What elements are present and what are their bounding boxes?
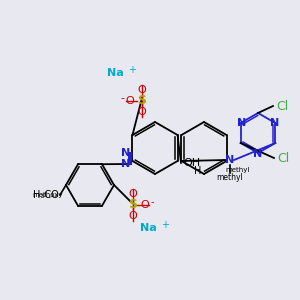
Text: Cl: Cl [277,152,289,164]
Text: Na: Na [140,223,156,233]
Text: methyl: methyl [217,173,243,182]
Text: methoxy: methoxy [33,192,63,198]
Text: O: O [126,96,134,106]
Text: O: O [129,189,137,199]
Text: H: H [194,166,202,176]
Text: N: N [225,155,235,165]
Text: N: N [254,149,262,159]
Text: N: N [122,148,130,158]
Text: O: O [129,211,137,221]
Text: Cl: Cl [276,100,288,112]
Text: methyl: methyl [226,167,250,173]
Text: -: - [120,93,124,103]
Text: O: O [138,85,146,95]
Text: N: N [122,159,130,169]
Text: Na: Na [106,68,123,78]
Text: S: S [137,94,146,107]
Text: O: O [141,200,149,210]
Text: O: O [138,107,146,117]
Text: +: + [161,220,169,230]
Text: S: S [128,199,137,212]
Text: H₃CO: H₃CO [33,190,59,200]
Text: N: N [237,118,246,128]
Text: N: N [270,118,279,128]
Text: +: + [128,65,136,75]
Text: OH: OH [183,158,200,168]
Text: -: - [150,197,154,207]
